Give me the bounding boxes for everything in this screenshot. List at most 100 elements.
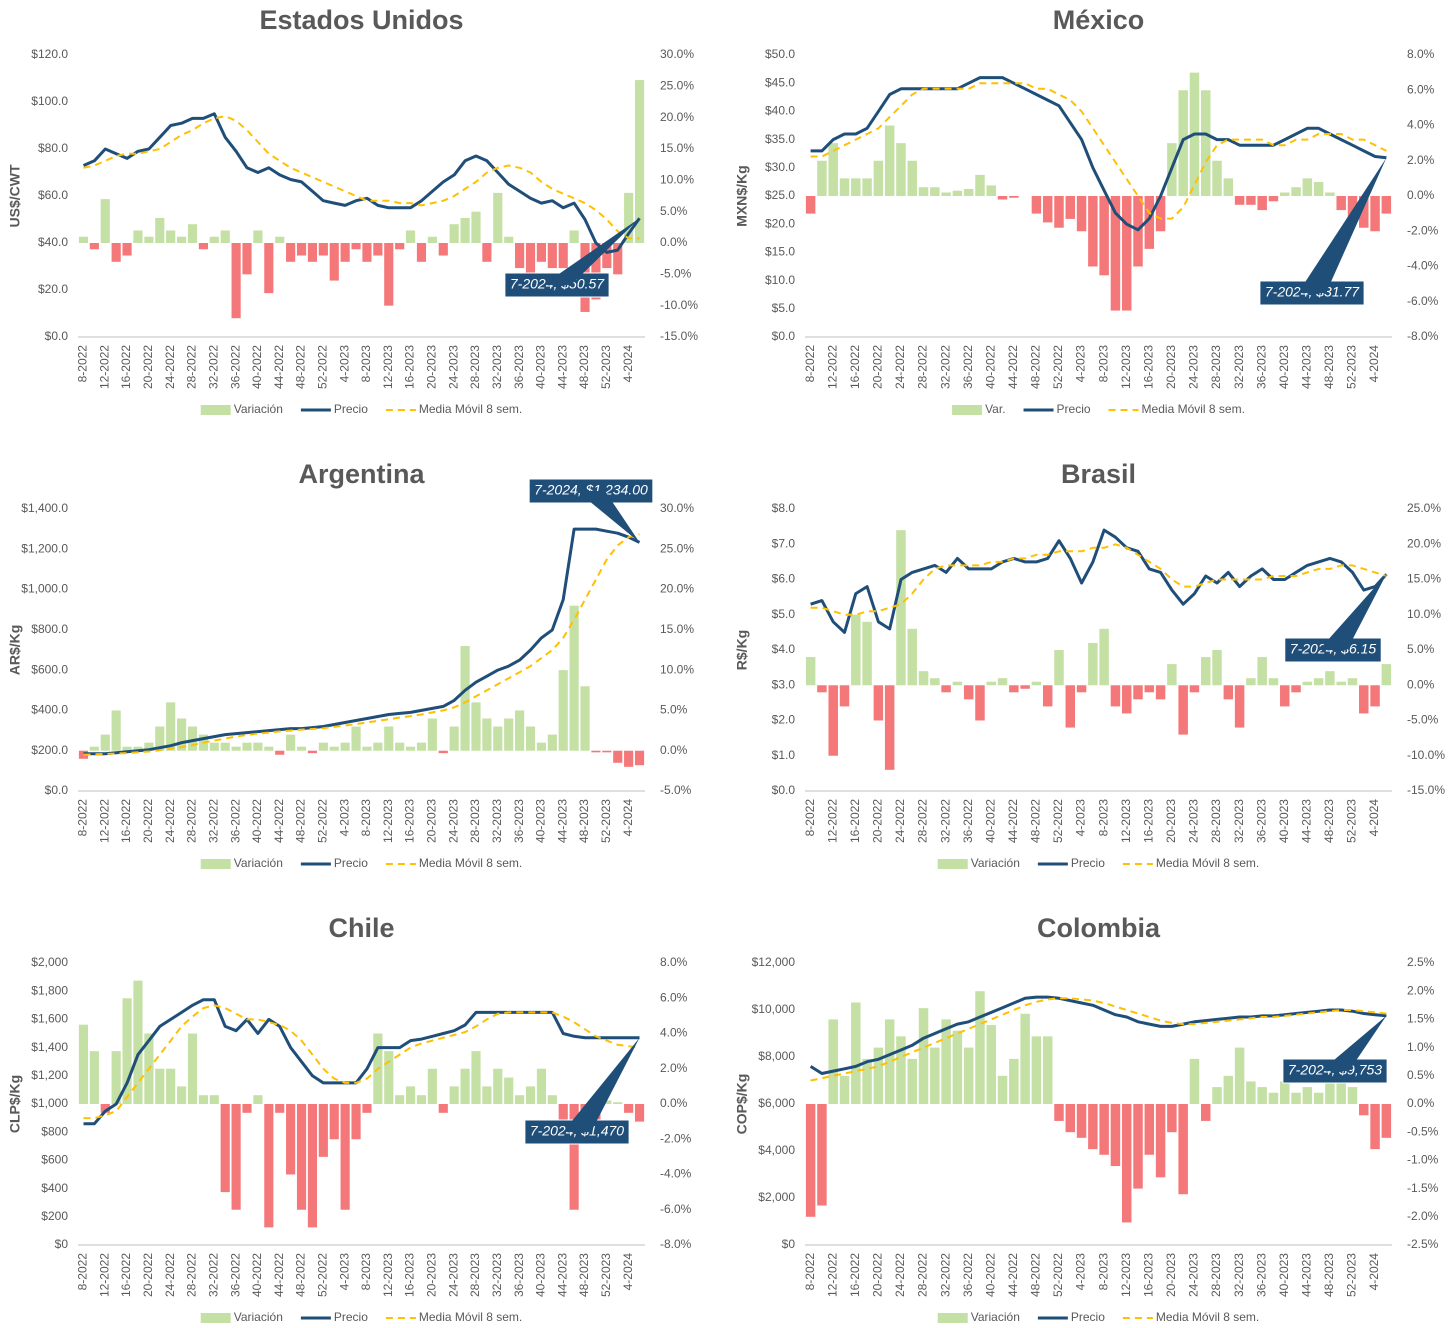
bar: [133, 980, 143, 1104]
y-tick-label: $15.0: [765, 245, 795, 259]
x-tick-label: 36-2022: [961, 799, 975, 843]
y-tick-label: $0.0: [45, 329, 69, 343]
bar: [449, 726, 459, 751]
x-tick-label: 28-2023: [1209, 345, 1223, 389]
bar: [351, 726, 361, 751]
y-tick-label: $35.0: [765, 132, 795, 146]
bar: [986, 1025, 997, 1104]
bar: [460, 645, 470, 751]
bar: [828, 1019, 838, 1104]
x-tick-label: 44-2023: [555, 799, 569, 843]
bar: [482, 1086, 492, 1104]
x-tick-label: 24-2022: [163, 345, 177, 389]
x-tick-label: 16-2022: [848, 345, 862, 389]
bar: [220, 1104, 230, 1193]
x-tick-label: 4-2024: [1367, 1253, 1381, 1291]
bar: [1325, 1081, 1335, 1104]
x-tick-label: 12-2022: [825, 345, 839, 389]
legend-item: Precio: [300, 1310, 368, 1324]
legend-swatch: [937, 1313, 968, 1323]
bar: [1110, 196, 1121, 311]
x-tick-label: 28-2022: [916, 1253, 930, 1297]
bar: [177, 718, 187, 751]
x-tick-label: 8-2022: [76, 345, 90, 383]
bar: [1065, 1104, 1076, 1133]
x-tick-label: 24-2022: [893, 799, 907, 843]
x-tick-label: 8-2023: [359, 799, 373, 837]
x-tick-label: 12-2022: [97, 1253, 111, 1297]
y-tick-label: $25.0: [765, 188, 795, 202]
x-tick-label: 52-2023: [599, 799, 613, 843]
x-tick-label: 48-2022: [1029, 799, 1043, 843]
bar: [1291, 1092, 1301, 1104]
annotation-pointer: [543, 218, 640, 285]
bar: [373, 243, 383, 256]
x-tick-label: 20-2023: [425, 1253, 439, 1297]
bar: [1234, 685, 1245, 728]
bar: [525, 1086, 536, 1104]
bar: [1223, 685, 1234, 700]
bar: [1347, 1087, 1358, 1104]
x-tick-label: 32-2022: [938, 345, 952, 389]
y2-tick-label: 1.5%: [1407, 1012, 1435, 1026]
bar: [602, 243, 612, 269]
x-tick-label: 32-2022: [206, 799, 220, 843]
x-tick-label: 36-2023: [512, 1253, 526, 1297]
x-tick-label: 12-2023: [381, 345, 395, 389]
x-tick-label: 4-2024: [621, 799, 635, 837]
x-tick-label: 16-2023: [1141, 1253, 1155, 1297]
y2-tick-label: -6.0%: [1407, 294, 1439, 308]
bar: [1313, 1092, 1324, 1104]
bar: [351, 1104, 361, 1140]
x-tick-label: 40-2022: [250, 1253, 264, 1297]
bar: [997, 196, 1008, 200]
x-tick-label: 12-2023: [381, 799, 395, 843]
y-tick-label: $1,200.0: [21, 541, 68, 555]
y2-tick-label: -1.5%: [1407, 1181, 1439, 1195]
x-tick-label: 40-2023: [1277, 1253, 1291, 1297]
bar: [405, 746, 416, 751]
x-tick-label: 20-2023: [1164, 799, 1178, 843]
bar: [1234, 196, 1245, 205]
x-tick-label: 4-2024: [1367, 799, 1381, 837]
x-tick-label: 52-2023: [599, 345, 613, 389]
bar: [296, 1104, 307, 1210]
legend-label: Variación: [234, 1310, 283, 1324]
series-line: [83, 998, 640, 1126]
legend-label: Media Móvil 8 sem.: [419, 402, 522, 416]
bar: [1133, 685, 1143, 700]
bar: [133, 230, 143, 243]
bar: [613, 750, 623, 763]
y2-tick-label: 20.0%: [1407, 536, 1441, 550]
chart-title: México: [1053, 5, 1145, 35]
x-tick-label: 16-2022: [848, 1253, 862, 1297]
chart-panel: Chile CLP$/Kg $0 $200 $400 $600 $800 $1,000 $1,2…: [7, 913, 692, 1324]
x-tick-label: 4-2023: [1074, 1253, 1088, 1291]
bar: [1336, 1081, 1346, 1104]
bar: [613, 1102, 623, 1104]
y2-tick-label: 8.0%: [660, 955, 688, 969]
x-tick-label: 32-2022: [206, 345, 220, 389]
bar: [1200, 90, 1211, 196]
bar: [918, 1008, 929, 1104]
bar: [111, 1051, 121, 1104]
x-tick-label: 44-2022: [1006, 345, 1020, 389]
bar: [307, 243, 318, 262]
bar: [209, 1095, 219, 1104]
y2-tick-label: 2.5%: [1407, 955, 1435, 969]
bar: [896, 1036, 906, 1104]
series-line: [82, 112, 641, 254]
bar: [1076, 685, 1087, 693]
x-tick-label: 12-2023: [381, 1253, 395, 1297]
bar: [1155, 196, 1166, 232]
x-tick-label: 32-2023: [1232, 345, 1246, 389]
x-tick-label: 52-2023: [599, 1253, 613, 1297]
bar: [1370, 1104, 1380, 1150]
bar: [515, 1095, 525, 1104]
bar: [907, 160, 917, 196]
bar: [329, 243, 339, 281]
bar: [416, 742, 427, 751]
x-tick-label: 52-2022: [1051, 345, 1065, 389]
legend-item: Variación: [200, 402, 283, 416]
x-tick-label: 24-2022: [893, 1253, 907, 1297]
